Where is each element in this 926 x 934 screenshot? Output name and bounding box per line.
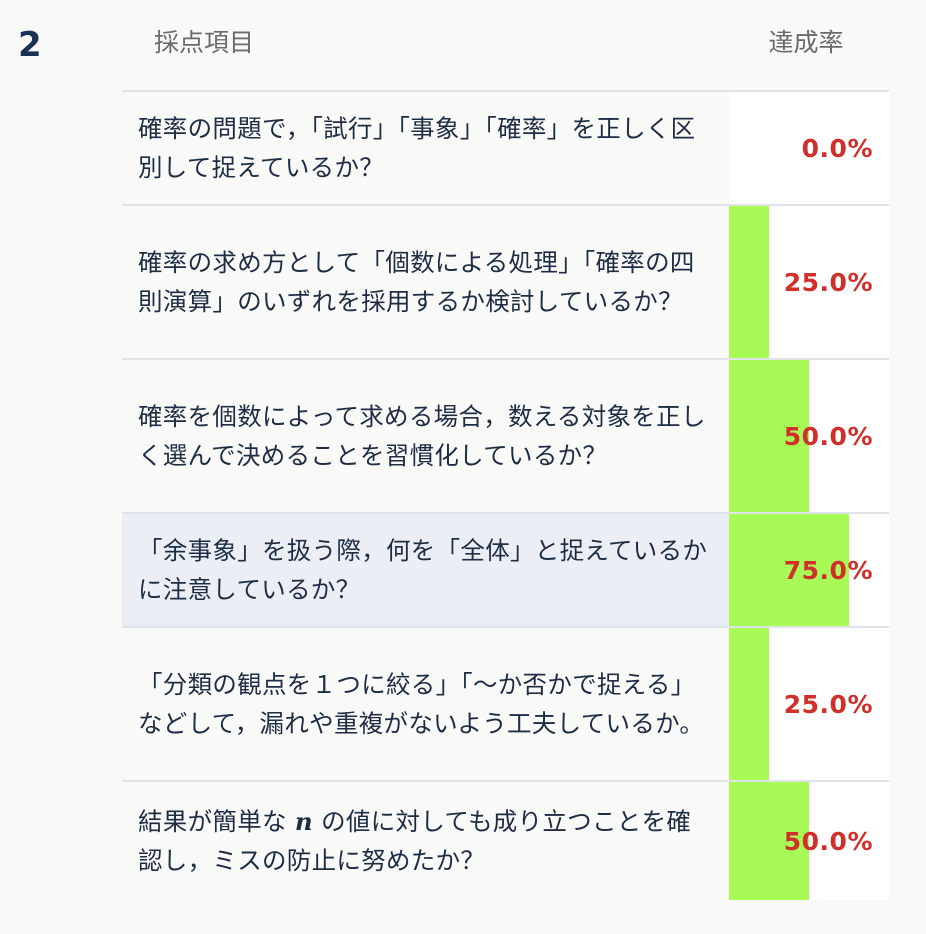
row-item-text: 「余事象」を扱う際，何を「全体」と捉えているかに注意しているか？ xyxy=(122,514,729,626)
grading-table: 採点項目 達成率 確率の問題で，「試行」「事象」「確率」を正しく区別して捉えてい… xyxy=(122,0,889,900)
header-rate-label: 達成率 xyxy=(768,28,844,57)
row-item-text: 確率を個数によって求める場合，数える対象を正しく選んで決めることを習慣化している… xyxy=(138,402,706,470)
rate-value: 25.0% xyxy=(783,267,873,297)
rate-value: 25.0% xyxy=(783,689,873,719)
table-row: 確率の求め方として「個数による処理」「確率の四則演算」のいずれを採用するか検討し… xyxy=(122,206,889,360)
rate-value: 50.0% xyxy=(783,421,873,451)
table-row: 「分類の観点を１つに絞る」「〜か否かで捉える」などして，漏れや重複がないよう工夫… xyxy=(122,628,889,782)
rate-value: 75.0% xyxy=(783,555,873,585)
header-item-label: 採点項目 xyxy=(154,28,255,57)
rate-bar xyxy=(729,206,769,358)
row-rate-cell: 50.0% xyxy=(729,782,889,900)
rate-bar xyxy=(729,628,769,780)
section-number: 2 xyxy=(18,25,42,65)
row-rate-cell: 25.0% xyxy=(729,206,889,358)
rate-bar xyxy=(729,782,809,900)
rate-value: 0.0% xyxy=(801,133,873,163)
table-row: 「余事象」を扱う際，何を「全体」と捉えているかに注意しているか？ 75.0% xyxy=(122,514,889,628)
rate-value: 50.0% xyxy=(783,826,873,856)
rate-bar xyxy=(729,514,849,626)
row-rate-cell: 0.0% xyxy=(729,92,889,204)
row-item-text: 確率の求め方として「個数による処理」「確率の四則演算」のいずれを採用するか検討し… xyxy=(138,248,695,316)
table-header: 採点項目 達成率 xyxy=(122,0,889,92)
row-item-text: 確率の問題で，「試行」「事象」「確率」を正しく区別して捉えているか？ xyxy=(138,114,696,182)
row-rate-cell: 25.0% xyxy=(729,628,889,780)
table-row: 確率の問題で，「試行」「事象」「確率」を正しく区別して捉えているか？ 0.0% xyxy=(122,92,889,206)
table-row: 確率を個数によって求める場合，数える対象を正しく選んで決めることを習慣化している… xyxy=(122,360,889,514)
table-row: 結果が簡単な n の値に対しても成り立つことを確認し，ミスの防止に努めたか？ 5… xyxy=(122,782,889,900)
rate-bar xyxy=(729,360,809,512)
math-variable-n: n xyxy=(294,807,314,836)
row-item-text: 「分類の観点を１つに絞る」「〜か否かで捉える」などして，漏れや重複がないよう工夫… xyxy=(138,670,705,738)
row-rate-cell: 50.0% xyxy=(729,360,889,512)
row-item-text: 結果が簡単な n の値に対しても成り立つことを確認し，ミスの防止に努めたか？ xyxy=(138,807,692,875)
row-rate-cell: 75.0% xyxy=(729,514,889,626)
